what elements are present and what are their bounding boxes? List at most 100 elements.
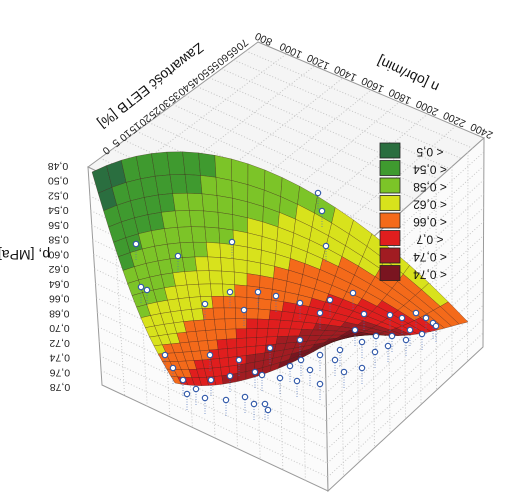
data-point (349, 289, 357, 297)
surface-cell (182, 256, 198, 272)
surface-mesh (91, 151, 469, 386)
grid-line (160, 112, 393, 221)
grid-line (339, 266, 344, 477)
surface-cell (195, 330, 208, 342)
data-point (406, 326, 414, 334)
data-point (322, 242, 330, 250)
surface-cell (203, 210, 220, 229)
data-point (296, 299, 304, 307)
surface-cell (203, 319, 216, 331)
data-point (132, 240, 140, 248)
legend-swatch (379, 142, 401, 159)
surface-cell (246, 318, 259, 329)
surface-cell (212, 307, 226, 320)
grid-line (327, 318, 484, 464)
surface-cell (184, 270, 199, 286)
surface-cell (219, 357, 230, 368)
data-point (240, 306, 248, 314)
surface-cell (246, 260, 262, 276)
grid-line (95, 282, 327, 394)
grid-line (355, 252, 360, 463)
z-tick-label: 0,52 (48, 189, 69, 201)
surface-cell (214, 154, 233, 181)
z-tick-label: 0,78 (50, 381, 71, 393)
data-point (201, 394, 209, 402)
surface-cell (227, 356, 238, 367)
data-point (137, 283, 145, 291)
grid-line (146, 65, 315, 196)
data-point (254, 288, 262, 296)
surface-cell (191, 308, 205, 321)
legend-label: < 0,54 (413, 163, 447, 177)
surface-cell (184, 174, 203, 195)
surface-cell (169, 257, 185, 274)
surface-cell (198, 283, 212, 297)
z-tick-label: 0,58 (48, 234, 69, 246)
surface-cell (216, 195, 233, 215)
data-point (192, 385, 200, 393)
grid-line (264, 113, 428, 253)
grid-line (233, 59, 462, 159)
grid-line (299, 269, 306, 481)
surface-cell (193, 319, 206, 332)
surface-cell (208, 270, 223, 285)
surface-cell (259, 275, 274, 290)
data-point (336, 346, 344, 354)
data-point (169, 364, 177, 372)
data-point (258, 371, 266, 379)
grid-line (221, 68, 450, 170)
surface-cell (189, 296, 203, 310)
legend-label: < 0,74 (413, 268, 447, 282)
grid-line (235, 101, 400, 239)
surface-cell (217, 348, 229, 359)
surface-cell (236, 346, 247, 357)
surface-cell (256, 328, 269, 338)
z-tick-label: 0,72 (49, 337, 70, 349)
legend-swatch (379, 247, 401, 264)
data-point (297, 356, 305, 364)
surface-cell (172, 192, 190, 212)
surface-cell (186, 283, 201, 298)
surface-cell (192, 241, 208, 258)
data-point (207, 376, 215, 384)
surface-cell (215, 176, 233, 199)
data-point (293, 377, 301, 385)
surface-cell (255, 336, 268, 347)
grid-line (325, 221, 484, 366)
data-point (340, 368, 348, 376)
surface-cell (210, 283, 224, 297)
grid-line (325, 249, 484, 394)
surface-cell (194, 256, 210, 272)
data-point (386, 311, 394, 319)
surface-cell (258, 287, 273, 301)
surface-cell (166, 151, 186, 176)
data-point (250, 400, 258, 408)
data-point (222, 396, 230, 404)
data-point (351, 326, 359, 334)
data-point (206, 351, 214, 359)
data-point (264, 406, 272, 414)
surface-cell (154, 174, 173, 196)
data-point (371, 348, 379, 356)
surface-cell (198, 152, 217, 178)
surface-cell (224, 318, 237, 330)
data-point (143, 286, 151, 294)
surface-cell (280, 311, 295, 322)
surface-cell (201, 193, 219, 213)
data-point (261, 400, 269, 408)
grid-line (96, 297, 327, 408)
surface-cell (217, 212, 234, 231)
surface-cell (196, 270, 211, 285)
z-tick-label: 0,66 (49, 293, 70, 305)
surface-cell (220, 257, 235, 273)
surface-cell (189, 210, 206, 228)
grid-line (467, 152, 469, 362)
surface-cell (186, 192, 204, 212)
data-point (358, 338, 366, 346)
surface-cell (206, 242, 221, 258)
surface-cell (205, 329, 218, 341)
grid-line (403, 209, 406, 420)
legend-label: < 0,62 (413, 198, 447, 212)
surface-cell (161, 210, 178, 229)
